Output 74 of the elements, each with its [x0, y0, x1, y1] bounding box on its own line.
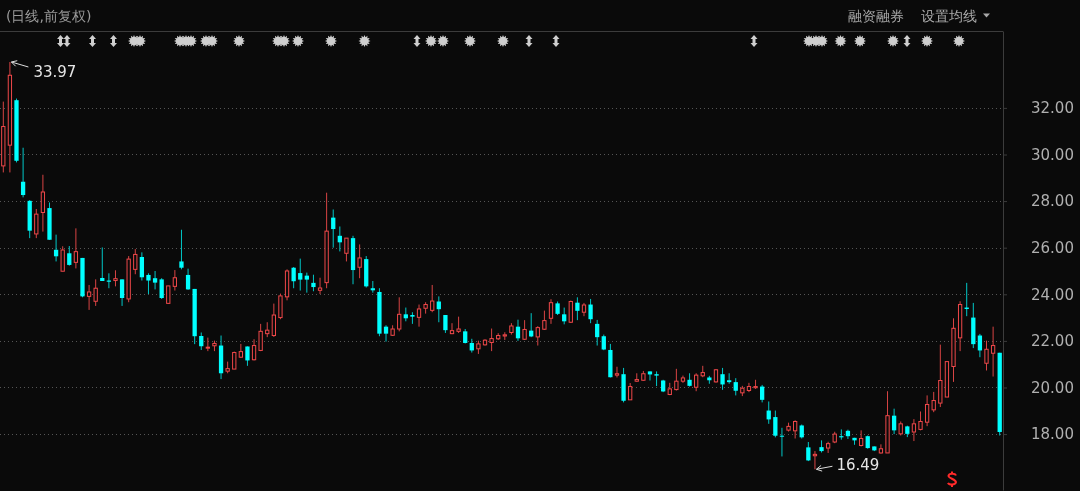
candlestick [542, 310, 547, 331]
candlestick [595, 319, 600, 347]
candlestick [185, 268, 191, 291]
y-tick-label: 24.00 [1031, 285, 1074, 304]
candlestick [139, 251, 145, 282]
candlestick [60, 245, 65, 272]
candlestick [535, 325, 540, 347]
y-tick-label: 18.00 [1031, 425, 1074, 444]
y-tick-label: 26.00 [1031, 238, 1074, 257]
candlestick [430, 284, 435, 313]
text: 融资融券 [848, 8, 904, 24]
candlestick [100, 246, 105, 282]
candlestick [357, 243, 362, 279]
candlestick [119, 278, 125, 307]
candlestick [489, 328, 494, 352]
candlestick [20, 147, 26, 198]
candlestick [720, 367, 725, 391]
candlestick [383, 324, 389, 343]
candlestick [858, 429, 864, 447]
candlestick [793, 419, 798, 440]
candlestick [278, 293, 283, 320]
candlestick [205, 337, 210, 352]
y-tick-label: 22.00 [1031, 332, 1074, 351]
y-tick-label: 20.00 [1031, 378, 1074, 397]
candlestick [931, 391, 936, 413]
candlestick [397, 296, 402, 332]
y-tick-label: 30.00 [1031, 145, 1074, 164]
annotation: 16.49 [836, 456, 880, 475]
candlestick [172, 269, 178, 292]
candlestick [647, 370, 653, 381]
candlestick [825, 441, 831, 454]
candlestick [990, 326, 996, 378]
candlestick [159, 277, 164, 300]
candlestick [245, 345, 250, 367]
candlestick [911, 418, 917, 442]
candlestick [575, 296, 580, 321]
candlestick [258, 323, 263, 352]
candlestick [773, 410, 778, 438]
candlestick [806, 441, 811, 462]
candlestick [924, 394, 930, 427]
candlestick [86, 284, 92, 311]
candlestick [73, 227, 79, 269]
candlestick [67, 245, 72, 267]
candlestick [304, 272, 309, 294]
candlestick [40, 174, 46, 233]
candlestick [146, 272, 151, 295]
candlestick [93, 278, 98, 307]
candlestick [34, 208, 39, 239]
candlestick [152, 270, 158, 290]
chart-title: (日线,前复权) [6, 8, 92, 24]
candlestick [548, 298, 554, 325]
candlestick [614, 366, 620, 378]
text: 设置均线 [921, 8, 977, 24]
candlestick [344, 237, 349, 262]
candlestick [331, 208, 336, 249]
candlestick [133, 248, 138, 275]
candlestick [779, 427, 785, 457]
candlestick [298, 258, 303, 292]
candlestick [238, 343, 243, 359]
candlestick [317, 277, 323, 295]
candlestick [938, 344, 943, 408]
candlestick [727, 372, 732, 385]
y-tick-label: 32.00 [1031, 99, 1074, 118]
candlestick [291, 266, 296, 289]
candlestick [449, 322, 455, 335]
candlestick [179, 229, 184, 270]
candlestick [522, 319, 527, 341]
candlestick [416, 304, 422, 328]
candlestick [588, 298, 593, 324]
y-tick-label: 28.00 [1031, 192, 1074, 211]
candlestick [271, 303, 276, 338]
candlestick [674, 368, 679, 392]
annotation: 33.97 [33, 62, 77, 81]
candlestick [984, 340, 989, 371]
